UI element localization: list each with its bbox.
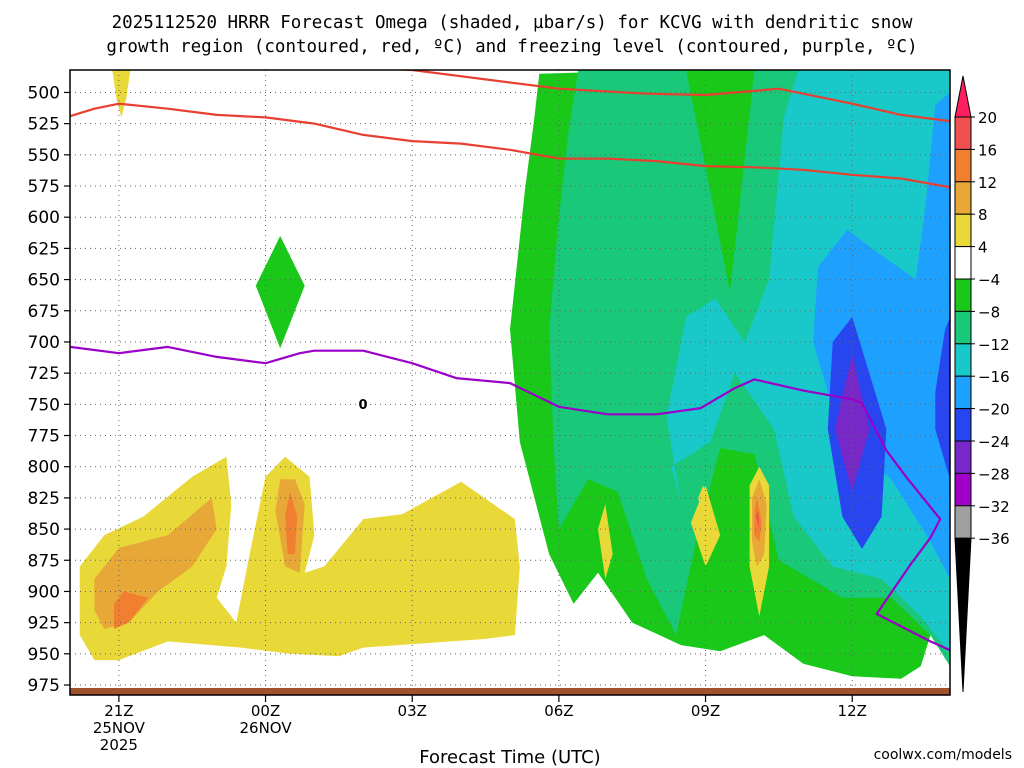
freezing-level-label: 0	[358, 398, 367, 413]
colorbar-swatch-9	[954, 375, 972, 410]
y-tick-label-975: 975	[28, 676, 60, 696]
colorbar-label-4: 4	[978, 239, 988, 257]
colorbar-swatch-6	[954, 278, 972, 312]
colorbar-label-1: 16	[978, 141, 997, 159]
omega-plus-12-mid	[285, 491, 298, 554]
x-tick-label-3-0: 00Z	[251, 702, 280, 720]
colorbar-swatch-7	[954, 310, 972, 345]
y-tick-label-875: 875	[28, 551, 60, 571]
colorbar-label-5: −4	[978, 271, 1000, 289]
x-tick-label-0-1: 25NOV	[93, 719, 146, 737]
y-tick-label-700: 700	[28, 333, 60, 353]
colorbar-label-3: 8	[978, 206, 988, 224]
y-tick-label-800: 800	[28, 458, 60, 478]
colorbar-swatch-13	[954, 505, 972, 539]
omega-minus-20-right	[935, 317, 950, 480]
omega-plus-4-top	[112, 70, 131, 118]
colorbar-swatch-10	[954, 408, 972, 442]
colorbar-swatch-4	[954, 213, 972, 248]
colorbar-label-9: −20	[978, 401, 1010, 419]
omega-plus-12-left	[114, 591, 149, 629]
plot-area: 0	[69, 69, 951, 696]
x-axis-label: Forecast Time (UTC)	[419, 747, 600, 768]
contour-lines	[70, 70, 950, 652]
x-tick-label-3-1: 26NOV	[239, 719, 292, 737]
colorbar-swatch-11	[954, 440, 972, 474]
x-tick-label-6-0: 03Z	[398, 702, 427, 720]
grid-lines	[70, 70, 950, 695]
y-tick-label-575: 575	[28, 177, 60, 197]
colorbar-swatch-8	[954, 343, 972, 377]
y-tick-label-650: 650	[28, 271, 60, 291]
y-tick-label-675: 675	[28, 302, 60, 322]
colorbar-label-2: 12	[978, 174, 997, 192]
omega-plus-4-tiny	[598, 504, 613, 579]
colorbar: 20 16 12 8 4 −4 −8 −12 −16 −20 −24 −28 −32 −36	[954, 75, 1010, 693]
freezing_level	[70, 345, 950, 652]
y-tick-label-750: 750	[28, 395, 60, 415]
dgz_bottom_isotherm_left	[70, 102, 950, 189]
y-tick-label-525: 525	[28, 115, 60, 135]
omega-minus-4-blob	[255, 235, 305, 349]
credit-text: coolwx.com/models	[874, 747, 1012, 763]
x-tick-label-15-0: 12Z	[838, 702, 867, 720]
y-tick-label-900: 900	[28, 582, 60, 602]
omega-minus-16	[813, 92, 950, 579]
y-tick-label-775: 775	[28, 427, 60, 447]
y-tick-label-600: 600	[28, 208, 60, 228]
ground-strip	[70, 688, 950, 695]
colorbar-label-7: −12	[978, 336, 1010, 354]
y-tick-label-500: 500	[28, 83, 60, 103]
colorbar-swatch-3	[954, 181, 972, 215]
x-tick-label-0-2: 2025	[100, 736, 138, 754]
colorbar-arrow-top	[954, 75, 972, 118]
x-tick-label-12-0: 09Z	[691, 702, 720, 720]
chart-title-line1: 2025112520 HRRR Forecast Omega (shaded, …	[112, 13, 913, 33]
colorbar-label-10: −24	[978, 433, 1010, 451]
colorbar-swatch-1	[954, 116, 972, 150]
omega-plus-4-blob-b	[698, 485, 708, 523]
colorbar-swatch-5	[954, 246, 972, 280]
omega-minus-24	[835, 354, 870, 492]
y-tick-label-550: 550	[28, 146, 60, 166]
y-axis: 500 525 550 575 600 625 650 675 700 725 750 775 800 8…	[28, 83, 70, 696]
omega-shading	[79, 70, 950, 679]
colorbar-label-6: −8	[978, 303, 1000, 321]
y-tick-label-625: 625	[28, 239, 60, 259]
colorbar-label-12: −32	[978, 498, 1010, 516]
colorbar-label-11: −28	[978, 465, 1010, 483]
omega-plus-16-right	[755, 510, 760, 530]
colorbar-label-8: −16	[978, 368, 1010, 386]
y-tick-label-950: 950	[28, 645, 60, 665]
x-tick-label-9-0: 06Z	[544, 702, 573, 720]
dgz_top_isotherm	[389, 70, 950, 123]
colorbar-label-13: −36	[978, 530, 1010, 548]
y-tick-label-850: 850	[28, 520, 60, 540]
colorbar-label-0: 20	[978, 109, 997, 127]
plot-frame	[69, 69, 951, 696]
colorbar-arrow-bottom	[954, 537, 972, 693]
x-tick-label-0-0: 21Z	[104, 702, 133, 720]
y-tick-label-925: 925	[28, 614, 60, 634]
colorbar-swatch-2	[954, 148, 972, 183]
colorbar-swatch-12	[954, 472, 972, 507]
chart-title-line2: growth region (contoured, red, ºC) and f…	[106, 37, 917, 57]
y-tick-label-825: 825	[28, 489, 60, 509]
y-tick-label-725: 725	[28, 364, 60, 384]
